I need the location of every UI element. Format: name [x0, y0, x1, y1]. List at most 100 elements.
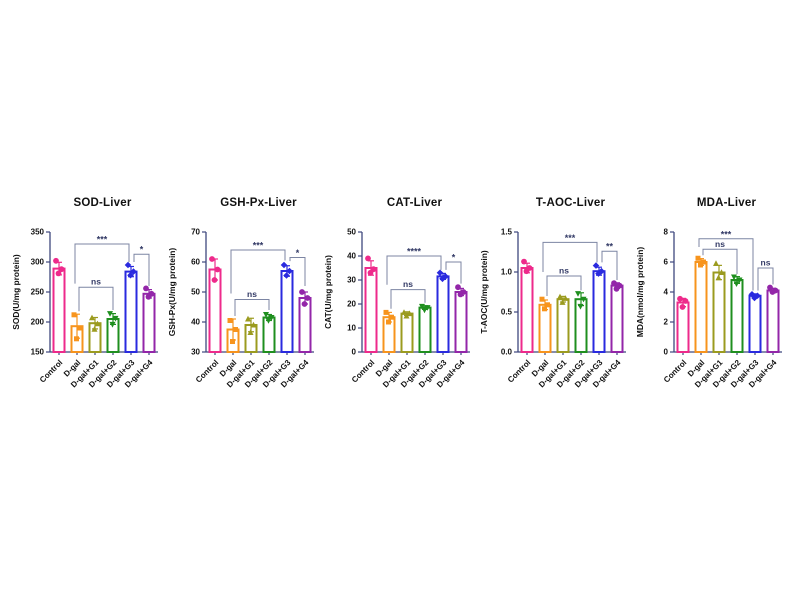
chart-cat-liver: CAT-Liver 0 10 20 30 40 50 CAT(U/mg protein) Co… [322, 191, 477, 405]
sig-bracket [74, 243, 130, 284]
bar-D-gal [538, 303, 552, 354]
data-point-circle [367, 269, 374, 276]
data-point-triangle-up [91, 326, 98, 332]
data-point-triangle-down [424, 305, 431, 311]
y-tick-label: 30 [347, 276, 356, 285]
data-point-circle [455, 284, 461, 291]
data-point-diamond [283, 272, 290, 279]
x-tick-label: Control [350, 358, 376, 384]
sig-bracket [289, 257, 306, 286]
data-point-triangle-up [557, 293, 563, 300]
sig-label: ns [559, 266, 569, 276]
chart-gsh-px-liver: GSH-Px-Liver 30 40 50 60 70 GSH-Px(U/mg prote… [166, 191, 321, 405]
data-point-square [701, 259, 706, 265]
data-point-square [71, 312, 77, 318]
data-point-triangle-down [580, 296, 587, 303]
data-point-circle [523, 268, 530, 275]
data-point-triangle-up [559, 299, 566, 305]
data-point-square [74, 336, 79, 342]
data-point-square [698, 262, 703, 268]
chart-plot-area: 30 40 50 60 70 GSH-Px(U/mg protein) Control D-g… [166, 217, 321, 405]
data-point-triangle-down [736, 277, 743, 284]
data-point-circle [679, 304, 686, 310]
chart-t-aoc-liver: T-AOC-Liver 0.0 0.5 1.0 1.5 T-AOC(U/mg prote… [478, 191, 633, 405]
y-tick-label: 300 [31, 258, 45, 267]
y-tick-label: 30 [191, 348, 200, 357]
x-tick-label: Control [194, 358, 220, 384]
liver-antioxidant-figure: SOD-Liver 150 200 250 300 350 SOD(U/mg protei… [10, 191, 790, 405]
data-point-circle [457, 291, 464, 298]
y-tick-label: 150 [31, 348, 45, 357]
data-point-triangle-down [733, 281, 740, 287]
data-point-circle [299, 289, 305, 295]
data-point-triangle-down [577, 303, 584, 310]
bar-D-gal+G4 [454, 291, 468, 353]
sig-label: * [140, 245, 144, 255]
data-point-circle [677, 295, 683, 302]
chart-sod-liver: SOD-Liver 150 200 250 300 350 SOD(U/mg protei… [10, 191, 165, 405]
data-point-triangle-up [718, 269, 725, 275]
data-point-diamond [127, 271, 134, 279]
bar-D-gal+G1 [400, 312, 414, 353]
y-tick-label: 250 [31, 288, 45, 297]
y-tick-label: 4 [664, 288, 669, 297]
sig-bracket [234, 299, 270, 316]
data-point-triangle-up [250, 321, 257, 328]
data-point-triangle-up [406, 310, 413, 317]
data-point-triangle-up [562, 295, 569, 301]
y-axis-label: MDA(nmol/mg protein) [635, 247, 645, 337]
data-point-diamond [124, 261, 132, 269]
data-point-square [695, 255, 701, 261]
bar-Control [676, 301, 690, 353]
data-point-square [542, 306, 547, 312]
chart-title: T-AOC-Liver [535, 197, 606, 209]
y-tick-label: 50 [191, 288, 200, 297]
y-tick-label: 200 [31, 318, 45, 327]
bar-Control [520, 267, 534, 353]
data-point-circle [214, 266, 221, 273]
x-tick-label: Control [506, 358, 532, 384]
bar-Control [52, 267, 66, 353]
sig-bracket [445, 261, 462, 284]
data-point-circle [55, 270, 62, 277]
data-point-diamond [280, 261, 288, 269]
bar-Control [364, 267, 378, 353]
chart-plot-area: 0 10 20 30 40 50 CAT(U/mg protein) Control D-gal… [322, 217, 477, 405]
sig-label: *** [721, 229, 732, 239]
data-point-diamond [130, 268, 137, 275]
sig-label: ns [91, 277, 101, 287]
y-tick-label: 40 [191, 318, 200, 327]
data-point-triangle-up [245, 315, 251, 322]
data-point-diamond [592, 262, 600, 269]
data-point-circle [521, 258, 527, 265]
y-axis-label: SOD(U/mg protein) [11, 254, 21, 330]
y-tick-label: 2 [664, 318, 669, 327]
bar-D-gal+G1 [712, 271, 726, 353]
chart-plot-area: 0 2 4 6 8 MDA(nmol/mg protein) Control D-gal D-g… [634, 217, 789, 405]
data-point-square [386, 319, 391, 325]
sig-label: * [296, 248, 300, 258]
data-point-circle [53, 257, 59, 264]
data-point-square [227, 318, 233, 323]
data-point-triangle-down [268, 315, 275, 321]
sig-label: ns [247, 289, 257, 299]
sig-bracket [542, 241, 598, 272]
data-point-circle [211, 277, 218, 283]
data-point-triangle-down [575, 291, 581, 297]
data-point-triangle-up [713, 260, 719, 266]
sig-label: *** [253, 241, 264, 251]
sig-bracket [702, 248, 738, 274]
sig-label: **** [407, 247, 422, 257]
y-axis-label: GSH-Px(U/mg protein) [167, 248, 177, 337]
data-point-circle [143, 285, 149, 292]
chart-mda-liver: MDA-Liver 0 2 4 6 8 MDA(nmol/mg protein) Contr… [634, 191, 789, 405]
chart-plot-area: 0.0 0.5 1.0 1.5 T-AOC(U/mg protein) Control D-… [478, 217, 633, 405]
y-tick-label: 40 [347, 252, 356, 261]
y-tick-label: 1.5 [501, 228, 513, 237]
data-point-circle [611, 280, 617, 287]
y-tick-label: 0 [664, 348, 669, 357]
x-tick-label: Control [662, 358, 688, 384]
data-point-triangle-down [263, 312, 269, 318]
y-tick-label: 350 [31, 228, 45, 237]
